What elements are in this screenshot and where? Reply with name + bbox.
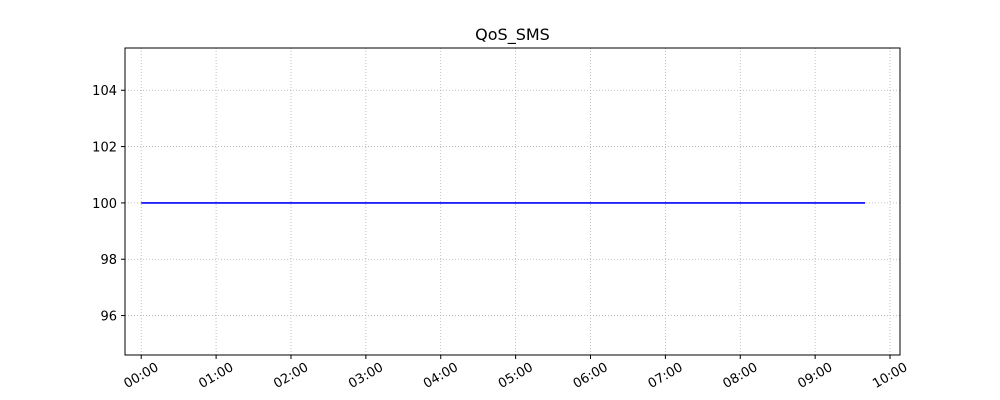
- plot-frame: [124, 47, 901, 356]
- x-tick-label: 06:00: [571, 360, 611, 392]
- x-tick-label: 03:00: [346, 360, 386, 392]
- y-tick-label: 104: [92, 84, 117, 99]
- y-tick-label: 96: [100, 310, 117, 325]
- x-tick-label: 09:00: [795, 360, 835, 392]
- chart-title: QoS_SMS: [475, 25, 550, 45]
- x-tick-label: 07:00: [646, 360, 686, 392]
- x-tick-label: 08:00: [721, 360, 761, 392]
- x-axis: 00:00 01:00 02:00 03:00 04:00 05:00 06:00 07:00…: [121, 355, 910, 392]
- y-axis: 96 98 100 102 104: [92, 84, 125, 325]
- y-tick-label: 98: [100, 253, 117, 268]
- grid: [125, 48, 900, 355]
- x-tick-label: 05:00: [496, 360, 536, 392]
- x-tick-label: 01:00: [196, 360, 236, 392]
- y-tick-label: 102: [92, 141, 117, 156]
- y-tick-label: 100: [92, 197, 117, 212]
- x-tick-label: 00:00: [121, 360, 161, 392]
- x-tick-label: 02:00: [271, 360, 311, 392]
- x-tick-label: 10:00: [870, 360, 910, 392]
- x-tick-label: 04:00: [421, 360, 461, 392]
